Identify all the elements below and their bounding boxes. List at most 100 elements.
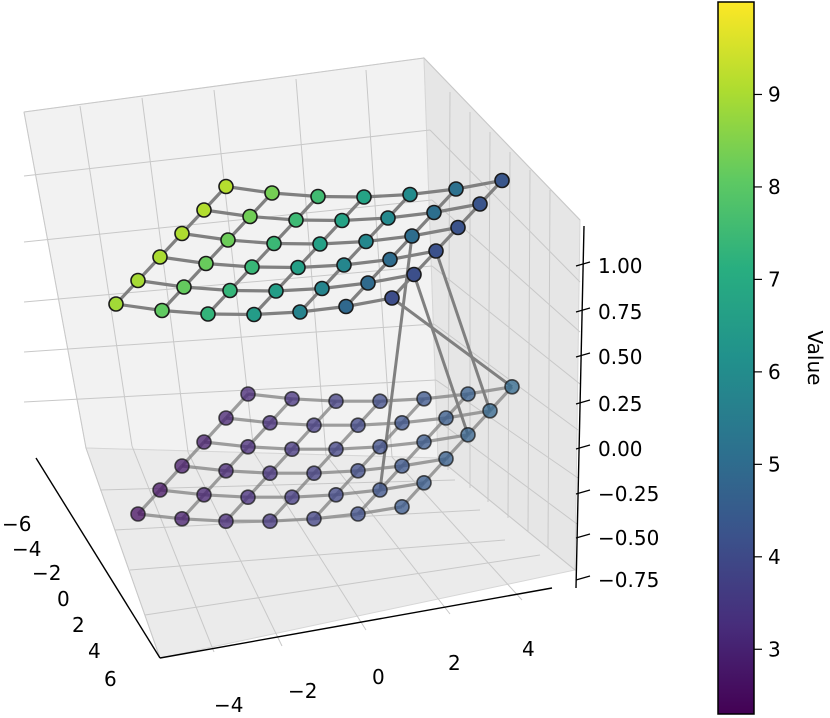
lower-node — [482, 402, 498, 419]
colorbar — [717, 1, 755, 715]
upper-node — [244, 259, 260, 275]
lower-node — [350, 506, 366, 522]
upper-node — [448, 181, 464, 197]
gridline — [433, 323, 579, 431]
lower-node — [306, 465, 322, 482]
upper-node — [266, 235, 282, 252]
y-tick-label: −6 — [2, 512, 31, 536]
gridline — [431, 265, 581, 385]
lower-node — [372, 438, 388, 455]
upper-node — [310, 188, 326, 205]
gridline — [23, 379, 437, 403]
upper-node — [314, 280, 330, 297]
lower-node — [350, 462, 366, 479]
gridline — [437, 457, 576, 571]
upper-node — [288, 212, 304, 228]
x-tick-label: −4 — [214, 693, 243, 717]
lower-node — [240, 438, 256, 455]
upper-node — [174, 225, 190, 242]
colorbar-tick-label: 9 — [768, 82, 781, 106]
gridline — [507, 151, 511, 519]
colorbar-tick-label: 3 — [768, 637, 781, 661]
upper-node — [472, 196, 488, 212]
lower-node — [328, 393, 344, 410]
colorbar-ticks: 9 8 7 6 5 4 3 — [754, 82, 781, 661]
lower-node — [196, 486, 212, 503]
upper-node — [152, 249, 168, 265]
upper-node — [334, 212, 350, 229]
connector-edge — [412, 274, 470, 436]
upper-node — [200, 306, 216, 322]
upper-node — [428, 243, 444, 259]
z-tick-label: 0.00 — [598, 437, 643, 461]
gridline — [23, 199, 433, 243]
upper-node — [384, 290, 400, 306]
gridline — [85, 447, 161, 659]
axis-ticks: 1.000.750.500.250.00−0.25−0.50−0.75−6−4−… — [2, 254, 659, 717]
lower-node — [284, 489, 300, 506]
lower-node — [438, 450, 454, 467]
lower-node — [328, 441, 344, 458]
y-tick-label: 6 — [104, 667, 117, 691]
gridline — [423, 57, 581, 221]
lower-node — [350, 417, 366, 434]
z-tick-label: −0.25 — [598, 482, 659, 506]
gridline — [129, 539, 506, 571]
colorbar-tick-label: 7 — [768, 267, 781, 291]
z-tick — [575, 307, 591, 313]
x-axis-line — [159, 587, 553, 659]
upper-node — [336, 257, 352, 273]
upper-node — [292, 304, 308, 320]
y-tick-label: 2 — [72, 613, 85, 637]
upper-node — [222, 282, 238, 299]
lower-node — [504, 378, 520, 395]
gridline — [429, 129, 581, 283]
lower-node — [416, 474, 432, 491]
upper-node — [198, 255, 214, 272]
z-tick-label: −0.75 — [598, 568, 659, 592]
lower-node — [460, 426, 476, 443]
lower-node — [152, 482, 168, 498]
y-tick-label: −4 — [12, 537, 41, 561]
y-tick-label: 4 — [88, 639, 101, 663]
z-tick-label: 0.75 — [598, 300, 643, 324]
upper-node — [290, 259, 306, 276]
z-tick-label: 0.25 — [598, 392, 643, 416]
lower-node — [218, 410, 234, 426]
lower-node — [262, 513, 278, 530]
z-tick — [575, 444, 591, 450]
lower-node — [328, 486, 344, 503]
upper-node — [450, 219, 466, 236]
upper-node — [338, 298, 354, 315]
upper-node — [312, 236, 328, 252]
colorbar-tick-label: 6 — [768, 360, 781, 384]
z-tick-label: 0.50 — [598, 345, 643, 369]
axis-lines — [35, 225, 585, 659]
graph-nodes — [108, 172, 520, 530]
upper-node — [360, 275, 376, 291]
upper-node — [130, 272, 146, 289]
lower-node — [284, 441, 300, 458]
gridline — [253, 452, 367, 631]
lower-node — [306, 510, 322, 527]
lower-node — [394, 458, 410, 474]
colorbar-tick-label: 5 — [768, 452, 781, 476]
upper-node — [246, 306, 262, 323]
connector-edge — [434, 250, 492, 412]
upper-node — [268, 283, 284, 299]
z-tick — [575, 261, 591, 267]
colorbar-tick-label: 4 — [768, 545, 781, 569]
gridline — [365, 69, 393, 458]
upper-node — [382, 251, 398, 268]
z-axis-line — [575, 225, 585, 589]
z-tick — [575, 489, 591, 495]
lower-node — [460, 386, 476, 402]
lower-node — [218, 462, 234, 479]
lower-node — [372, 393, 388, 410]
gridline — [23, 57, 425, 113]
upper-node — [196, 202, 212, 218]
lower-node — [394, 498, 410, 515]
z-tick — [575, 399, 591, 405]
z-tick-label: −0.50 — [598, 526, 659, 550]
z-tick — [575, 575, 591, 581]
